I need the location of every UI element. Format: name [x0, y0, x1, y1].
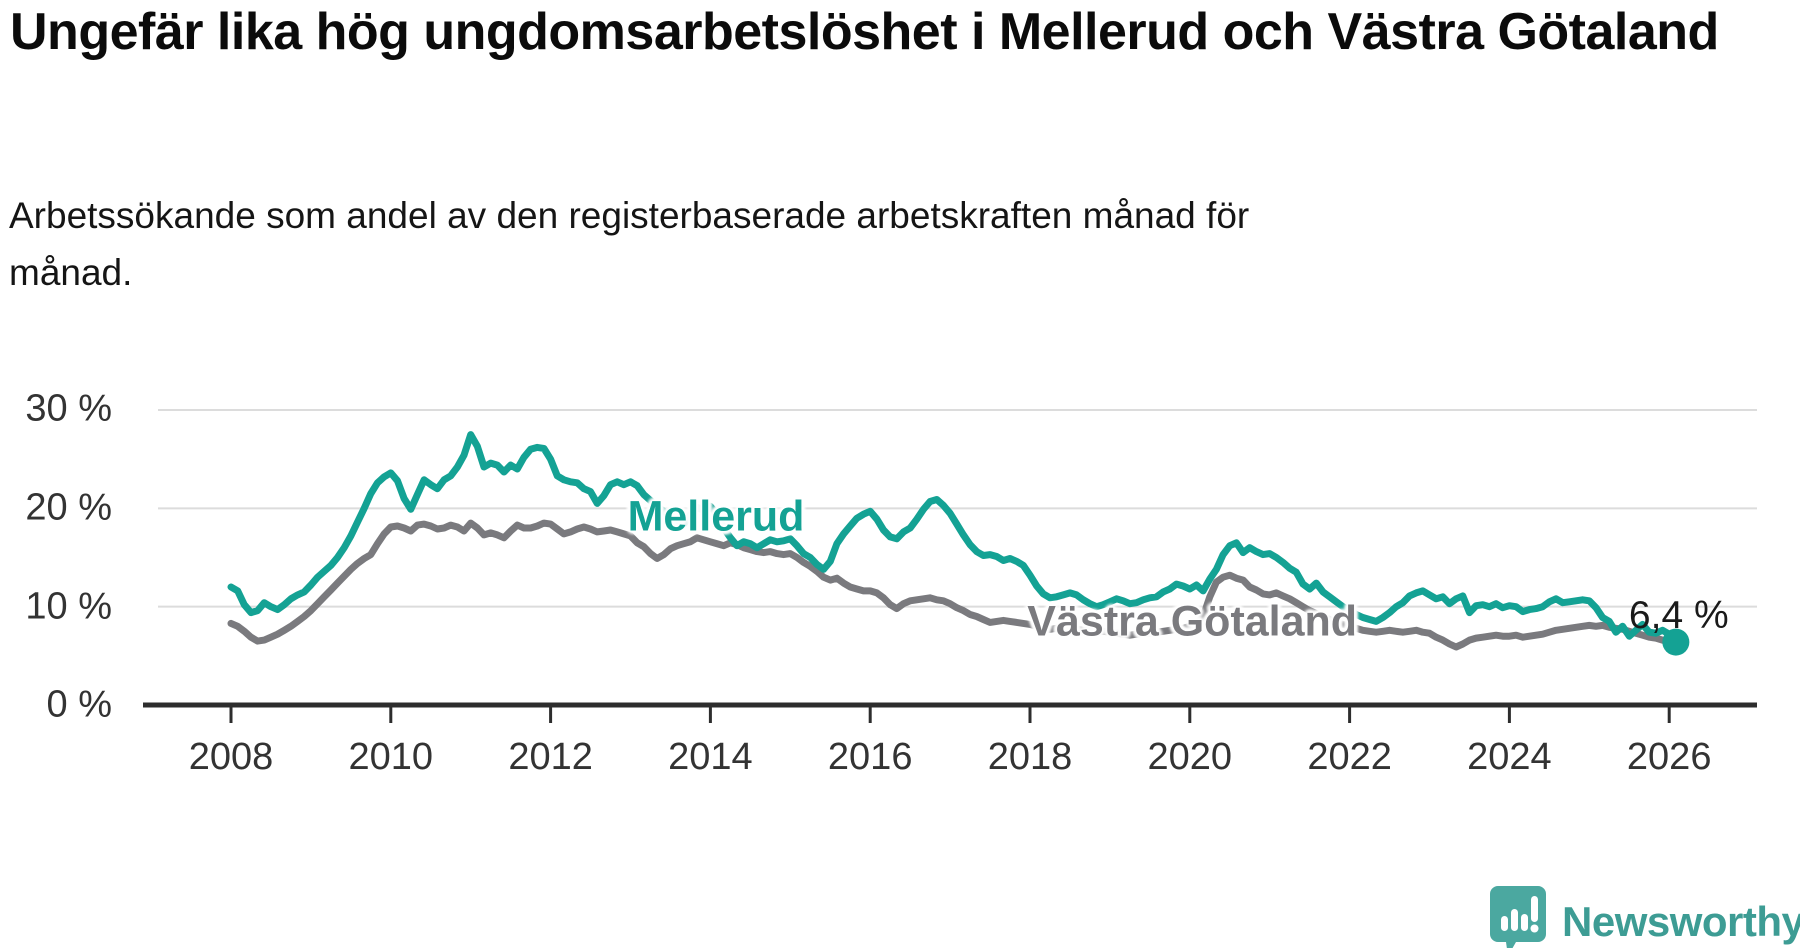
x-tick-label-2018: 2018 [987, 736, 1073, 778]
series-label-vastra-gotaland: Västra Götaland [1027, 597, 1358, 646]
end-value-annotation: 6,4 % [1628, 594, 1729, 638]
newsworthy-logo: Newsworthy [1488, 884, 1800, 948]
newsworthy-logo-text: Newsworthy [1562, 898, 1800, 945]
x-tick-label-2024: 2024 [1467, 736, 1552, 778]
x-tick-label-2010: 2010 [348, 736, 434, 778]
x-tick-label-2012: 2012 [508, 736, 593, 778]
y-tick-label-0: 0 % [46, 683, 112, 726]
x-tick-label-2022: 2022 [1307, 736, 1392, 778]
chart-title: Ungefär lika hög ungdomsarbetslöshet i M… [10, 3, 1719, 61]
x-tick-label-2014: 2014 [668, 736, 753, 778]
x-tick-label-2026: 2026 [1626, 736, 1712, 778]
y-tick-label-10: 10 % [25, 585, 112, 628]
y-tick-label-20: 20 % [25, 486, 112, 529]
series-label-mellerud: Mellerud [627, 492, 805, 541]
x-tick-label-2008: 2008 [188, 736, 274, 778]
x-tick-label-2020: 2020 [1147, 736, 1233, 778]
y-tick-label-30: 30 % [25, 387, 112, 430]
x-tick-label-2016: 2016 [827, 736, 913, 778]
chart-subtitle: Arbetssökande som andel av den registerb… [9, 195, 1250, 293]
newsworthy-logo-icon [1490, 886, 1546, 948]
